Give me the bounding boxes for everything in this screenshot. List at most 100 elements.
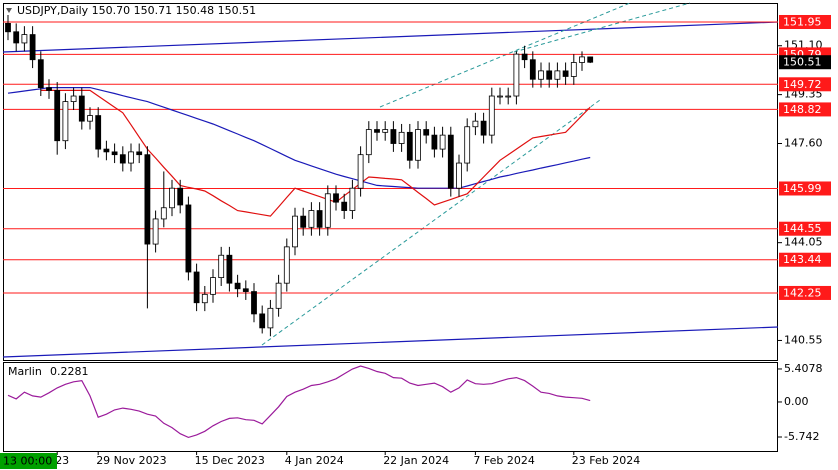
candle-body — [562, 70, 569, 77]
candle-body — [587, 56, 594, 63]
trend-line — [2, 21, 779, 53]
candle-body — [21, 34, 28, 44]
candle-body — [529, 59, 536, 80]
main-pane-frame — [3, 3, 778, 361]
candle-body — [464, 126, 471, 164]
candle-body — [128, 151, 134, 164]
indicator-title: Marlin — [8, 365, 42, 378]
y-tick-label: 0.00 — [784, 395, 809, 408]
candle-body — [365, 129, 372, 156]
level-label-box — [779, 252, 831, 267]
candle-body — [62, 101, 69, 142]
candle-body — [95, 115, 102, 150]
y-tick-label: 140.55 — [784, 333, 823, 346]
candle-body — [87, 115, 93, 122]
candle-body — [242, 288, 249, 292]
y-tick-label: 5.4078 — [784, 362, 823, 375]
level-label: 145.99 — [783, 182, 822, 195]
candle-body — [447, 134, 454, 189]
candle-body — [341, 201, 348, 211]
candle-body — [283, 246, 290, 284]
candle-body — [119, 154, 126, 164]
x-tick-label: 23 Feb 2024 — [572, 454, 640, 467]
candle-body — [46, 87, 52, 91]
x-tick-label: 23 — [55, 454, 69, 467]
candle-body — [144, 154, 151, 245]
level-label: 148.82 — [783, 103, 822, 116]
candle-body — [521, 53, 528, 61]
candle-body — [456, 162, 462, 189]
crosshair-time: 13 00:00 — [3, 455, 52, 468]
candle-body — [349, 187, 356, 211]
y-tick-label: 144.05 — [784, 236, 823, 249]
x-tick-label: 4 Jan 2024 — [285, 454, 344, 467]
candle-body — [324, 193, 331, 228]
candle-body — [308, 210, 315, 228]
sub-pane-frame — [3, 362, 778, 452]
chart-title: USDJPY,Daily 150.70 150.71 150.48 150.51 — [17, 4, 256, 17]
level-label-box — [779, 285, 831, 300]
crosshair-time-box — [0, 453, 57, 469]
candle-body — [275, 282, 282, 309]
level-label: 151.95 — [783, 15, 822, 28]
candle-body — [210, 277, 216, 295]
candle-body — [54, 90, 61, 142]
level-label-box — [779, 181, 831, 196]
candle-body — [513, 53, 520, 97]
candle-body — [579, 56, 585, 63]
candle-body — [193, 271, 200, 304]
candle-body — [480, 120, 487, 136]
level-label-box — [779, 221, 831, 236]
indicator-value: 0.2281 — [50, 365, 89, 378]
candle-body — [78, 95, 85, 122]
candle-body — [554, 70, 561, 80]
candle-body — [292, 215, 298, 248]
moving-average — [7, 87, 591, 189]
candle-body — [488, 95, 495, 136]
x-tick-label: 15 Dec 2023 — [195, 454, 265, 467]
candle-body — [374, 129, 380, 133]
candle-body — [267, 307, 274, 329]
candle-body — [423, 129, 430, 136]
candle-body — [37, 59, 44, 89]
candle-body — [316, 210, 323, 228]
indicator-line — [7, 365, 591, 439]
candle-body — [538, 70, 544, 80]
candle-body — [505, 95, 512, 98]
candle-body — [5, 22, 11, 33]
candle-body — [570, 62, 577, 77]
y-tick-label: -5.742 — [784, 430, 819, 443]
candle-body — [136, 151, 143, 156]
candle-body — [185, 204, 192, 273]
level-label-box — [779, 77, 831, 92]
candle-body — [406, 131, 413, 161]
candle-body — [333, 193, 339, 203]
current-price-label: 150.51 — [783, 56, 822, 69]
x-tick-label: 29 Nov 2023 — [96, 454, 166, 467]
candle-body — [70, 95, 77, 103]
trend-line — [2, 326, 779, 358]
candle-body — [111, 151, 118, 156]
candle-body — [160, 207, 167, 220]
y-tick-label: 147.60 — [784, 137, 823, 150]
candle-body — [415, 129, 421, 161]
candle-body — [218, 254, 225, 278]
level-label: 149.72 — [783, 78, 822, 91]
candle-body — [300, 215, 307, 228]
candle-body — [234, 282, 241, 290]
candle-body — [357, 154, 364, 189]
symbol-icon — [6, 8, 12, 13]
channel-line — [379, 2, 631, 108]
candle-body — [226, 254, 233, 284]
candle-body — [259, 313, 266, 329]
x-tick-label: 22 Jan 2024 — [383, 454, 449, 467]
candle-body — [546, 70, 553, 80]
candle-body — [169, 187, 175, 209]
candle-body — [103, 148, 110, 153]
level-label-box — [779, 102, 831, 117]
current-price-box — [779, 55, 831, 70]
candle-body — [390, 129, 397, 144]
